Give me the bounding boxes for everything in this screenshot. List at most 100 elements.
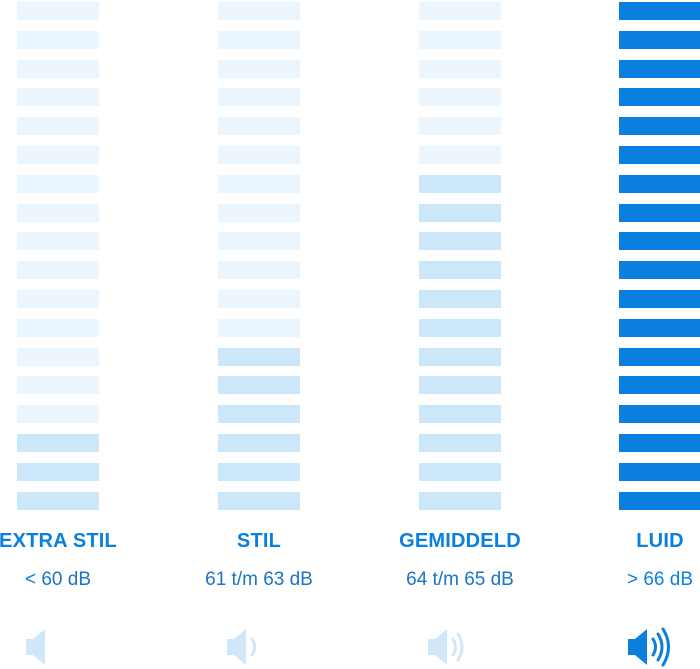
meter-bar-filled: [619, 491, 700, 510]
sound-wave: [250, 637, 256, 657]
meter-bar-filled: [419, 174, 501, 193]
meter-bar-filled: [419, 462, 501, 481]
meter-bar-empty: [218, 290, 300, 308]
level-range: 61 t/m 63 dB: [205, 569, 313, 590]
meter-bar-filled: [218, 376, 300, 395]
level-label: GEMIDDELD: [399, 530, 521, 552]
meter-bar-empty: [218, 146, 300, 164]
meter-bar-empty: [419, 59, 501, 78]
meter-bar-empty: [419, 117, 501, 136]
level-label: EXTRA STIL: [0, 530, 117, 552]
level-column-extra-stil: EXTRA STIL < 60 dB: [0, 0, 138, 667]
meter-bar-empty: [218, 261, 300, 280]
meter-bar-empty: [17, 405, 99, 424]
level-label: LUID: [636, 530, 684, 552]
level-column-luid: LUID > 66 dB: [580, 0, 700, 667]
meter-bar-empty: [17, 30, 99, 49]
level-column-gemiddeld: GEMIDDELD 64 t/m 65 dB: [380, 0, 540, 667]
meter-bar-empty: [17, 261, 99, 280]
meter-bar-empty: [218, 59, 300, 78]
meter-bar-filled: [619, 117, 700, 136]
meter-bar-filled: [419, 491, 501, 510]
meter-bar-filled: [619, 232, 700, 251]
meter-bar-empty: [17, 290, 99, 308]
meter-bar-filled: [218, 434, 300, 452]
meter-bar-empty: [17, 174, 99, 193]
meter-bar-empty: [218, 88, 300, 107]
meter-bar-filled: [419, 232, 501, 251]
meter-bar-filled: [619, 376, 700, 395]
meter-bar-filled: [619, 347, 700, 366]
meter-bar-empty: [17, 88, 99, 107]
meter-bar-empty: [17, 347, 99, 366]
meter-bar-empty: [218, 203, 300, 222]
meter-bar-empty: [419, 146, 501, 164]
meter-bar-filled: [619, 462, 700, 481]
speaker-body: [26, 629, 45, 665]
meter-bar-filled: [17, 434, 99, 452]
sound-wave: [456, 632, 464, 662]
sound-wave: [451, 637, 457, 657]
meter-bar-empty: [17, 376, 99, 395]
meter-bar-filled: [619, 434, 700, 452]
meter-bar-filled: [218, 462, 300, 481]
meter-bar-empty: [218, 174, 300, 193]
meter-bar-filled: [218, 405, 300, 424]
level-meter: [218, 0, 300, 510]
meter-bar-empty: [17, 232, 99, 251]
sound-wave: [651, 637, 657, 657]
meter-bar-filled: [619, 2, 700, 20]
speaker-low-icon: [227, 629, 256, 665]
level-meter: [619, 0, 700, 510]
meter-bar-empty: [419, 88, 501, 107]
meter-bar-filled: [419, 405, 501, 424]
meter-bar-empty: [17, 146, 99, 164]
meter-bar-filled: [619, 146, 700, 164]
meter-bar-empty: [17, 203, 99, 222]
meter-bar-filled: [619, 261, 700, 280]
meter-bar-filled: [419, 376, 501, 395]
speaker-loud-icon: [628, 627, 670, 667]
meter-bar-empty: [218, 30, 300, 49]
meter-bar-filled: [419, 434, 501, 452]
meter-bar-filled: [419, 290, 501, 308]
meter-bar-filled: [619, 59, 700, 78]
meter-bar-empty: [419, 30, 501, 49]
meter-bar-filled: [419, 261, 501, 280]
speaker-body: [428, 629, 447, 665]
meter-bar-filled: [619, 405, 700, 424]
meter-bar-empty: [218, 232, 300, 251]
level-range: 64 t/m 65 dB: [406, 569, 514, 590]
sound-wave: [656, 632, 664, 662]
sound-wave: [661, 627, 670, 667]
speaker-body: [227, 629, 246, 665]
meter-bar-filled: [619, 30, 700, 49]
meter-bar-empty: [218, 2, 300, 20]
meter-bar-filled: [17, 491, 99, 510]
meter-bar-filled: [619, 318, 700, 337]
meter-bar-filled: [619, 290, 700, 308]
level-label: STIL: [236, 530, 282, 552]
meter-bar-empty: [17, 117, 99, 136]
meter-bar-filled: [619, 203, 700, 222]
meter-bar-filled: [419, 318, 501, 337]
meter-bar-filled: [218, 347, 300, 366]
meter-bar-empty: [218, 318, 300, 337]
meter-bar-filled: [218, 491, 300, 510]
speaker-body: [628, 629, 647, 665]
meter-bar-filled: [17, 462, 99, 481]
level-range: > 66 dB: [626, 569, 694, 590]
meter-bar-empty: [419, 2, 501, 20]
meter-bar-empty: [17, 2, 99, 20]
meter-bar-empty: [218, 117, 300, 136]
meter-bar-filled: [419, 203, 501, 222]
speaker-muted-icon: [26, 629, 45, 665]
meter-bar-filled: [619, 88, 700, 107]
meter-bar-filled: [619, 174, 700, 193]
meter-bar-filled: [419, 347, 501, 366]
speaker-medium-icon: [428, 629, 464, 665]
level-meter: [17, 0, 99, 510]
meter-bar-empty: [17, 318, 99, 337]
level-range: < 60 dB: [24, 569, 92, 590]
level-column-stil: STIL 61 t/m 63 dB: [179, 0, 339, 667]
